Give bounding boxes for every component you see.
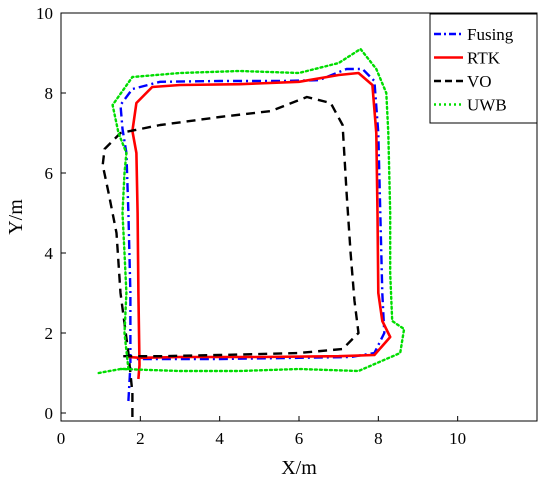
y-tick-label: 2 <box>45 324 54 343</box>
x-tick-label: 10 <box>449 429 466 448</box>
x-axis-title: X/m <box>281 457 317 479</box>
legend-entries: Fusing RTK VO UWB <box>434 25 514 115</box>
x-tick-label: 0 <box>57 429 66 448</box>
series-line-uwb <box>97 47 406 375</box>
x-tick-label: 2 <box>136 429 145 448</box>
legend-label-fusing: Fusing <box>467 25 514 44</box>
y-tick-label: 8 <box>45 84 54 103</box>
series-layer <box>97 47 406 417</box>
x-tick-label: 6 <box>295 429 304 448</box>
legend-label-uwb: UWB <box>467 96 507 115</box>
y-axis-title: Y/m <box>5 199 27 235</box>
y-tick-label: 6 <box>45 164 54 183</box>
ticks-layer: 0 2 4 6 8 10 0 2 4 6 8 10 <box>36 4 466 448</box>
y-tick-label: 4 <box>45 244 54 263</box>
series-line-rtk <box>128 71 392 380</box>
legend-label-vo: VO <box>467 72 492 91</box>
x-tick-label: 4 <box>215 429 224 448</box>
y-tick-label: 0 <box>45 404 54 423</box>
series-line-vo <box>101 95 360 417</box>
legend-label-rtk: RTK <box>467 49 501 68</box>
legend-box <box>429 13 538 124</box>
legend: Fusing RTK VO UWB <box>429 13 538 124</box>
y-tick-label: 10 <box>36 4 53 23</box>
x-tick-label: 8 <box>374 429 383 448</box>
